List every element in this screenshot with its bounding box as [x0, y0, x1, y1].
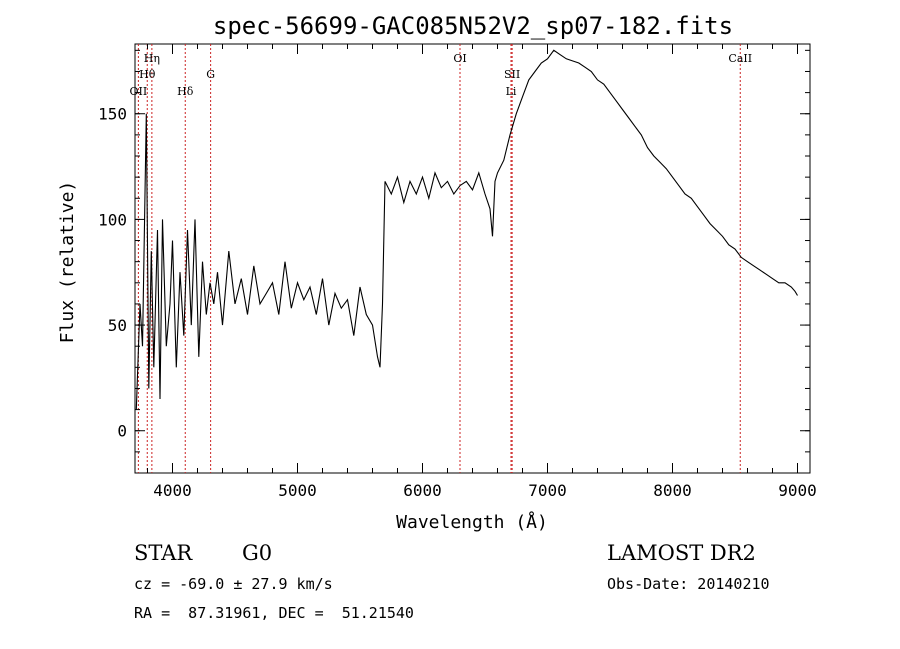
- x-tick-label: 8000: [653, 481, 692, 500]
- y-tick-label: 0: [117, 422, 127, 441]
- y-tick-label: 150: [98, 105, 127, 124]
- redshift-info: cz = -69.0 ± 27.9 km/s: [134, 575, 333, 593]
- y-axis-label: Flux (relative): [57, 181, 78, 344]
- line-marker-label: Hθ: [139, 68, 156, 81]
- line-markers: [137, 44, 741, 473]
- y-axis: 0 50 100 150: [98, 49, 810, 453]
- x-axis: 4000 5000 6000 7000 8000 9000: [147, 44, 817, 500]
- y-tick-label: 100: [98, 210, 127, 229]
- survey-name: LAMOST DR2: [607, 541, 756, 565]
- x-tick-label: 5000: [278, 481, 317, 500]
- line-marker-label: CaII: [728, 52, 752, 65]
- plot-frame: [134, 43, 811, 474]
- line-marker-label: OI: [453, 52, 466, 65]
- x-tick-label: 9000: [778, 481, 817, 500]
- line-marker-label: SII: [504, 68, 520, 81]
- x-tick-label: 4000: [153, 481, 192, 500]
- line-marker-labels: OII Hη Hθ Hδ G OI SII Li CaII: [130, 52, 753, 98]
- x-axis-label: Wavelength (Å): [396, 511, 548, 533]
- obs-date: Obs-Date: 20140210: [607, 575, 770, 593]
- x-tick-label: 7000: [528, 481, 567, 500]
- y-tick-label: 50: [108, 316, 127, 335]
- line-marker-label: OII: [130, 85, 148, 98]
- chart-title: spec-56699-GAC085N52V2_sp07-182.fits: [213, 12, 733, 40]
- object-class: STAR: [134, 541, 193, 565]
- line-marker-label: Hδ: [177, 85, 194, 98]
- coordinates: RA = 87.31961, DEC = 51.21540: [134, 604, 414, 622]
- spectrum-line: [135, 49, 798, 410]
- x-tick-label: 6000: [403, 481, 442, 500]
- line-marker-label: Hη: [144, 52, 160, 65]
- line-marker-label: G: [206, 68, 215, 81]
- line-marker-label: Li: [506, 85, 517, 98]
- object-subclass: G0: [242, 541, 273, 565]
